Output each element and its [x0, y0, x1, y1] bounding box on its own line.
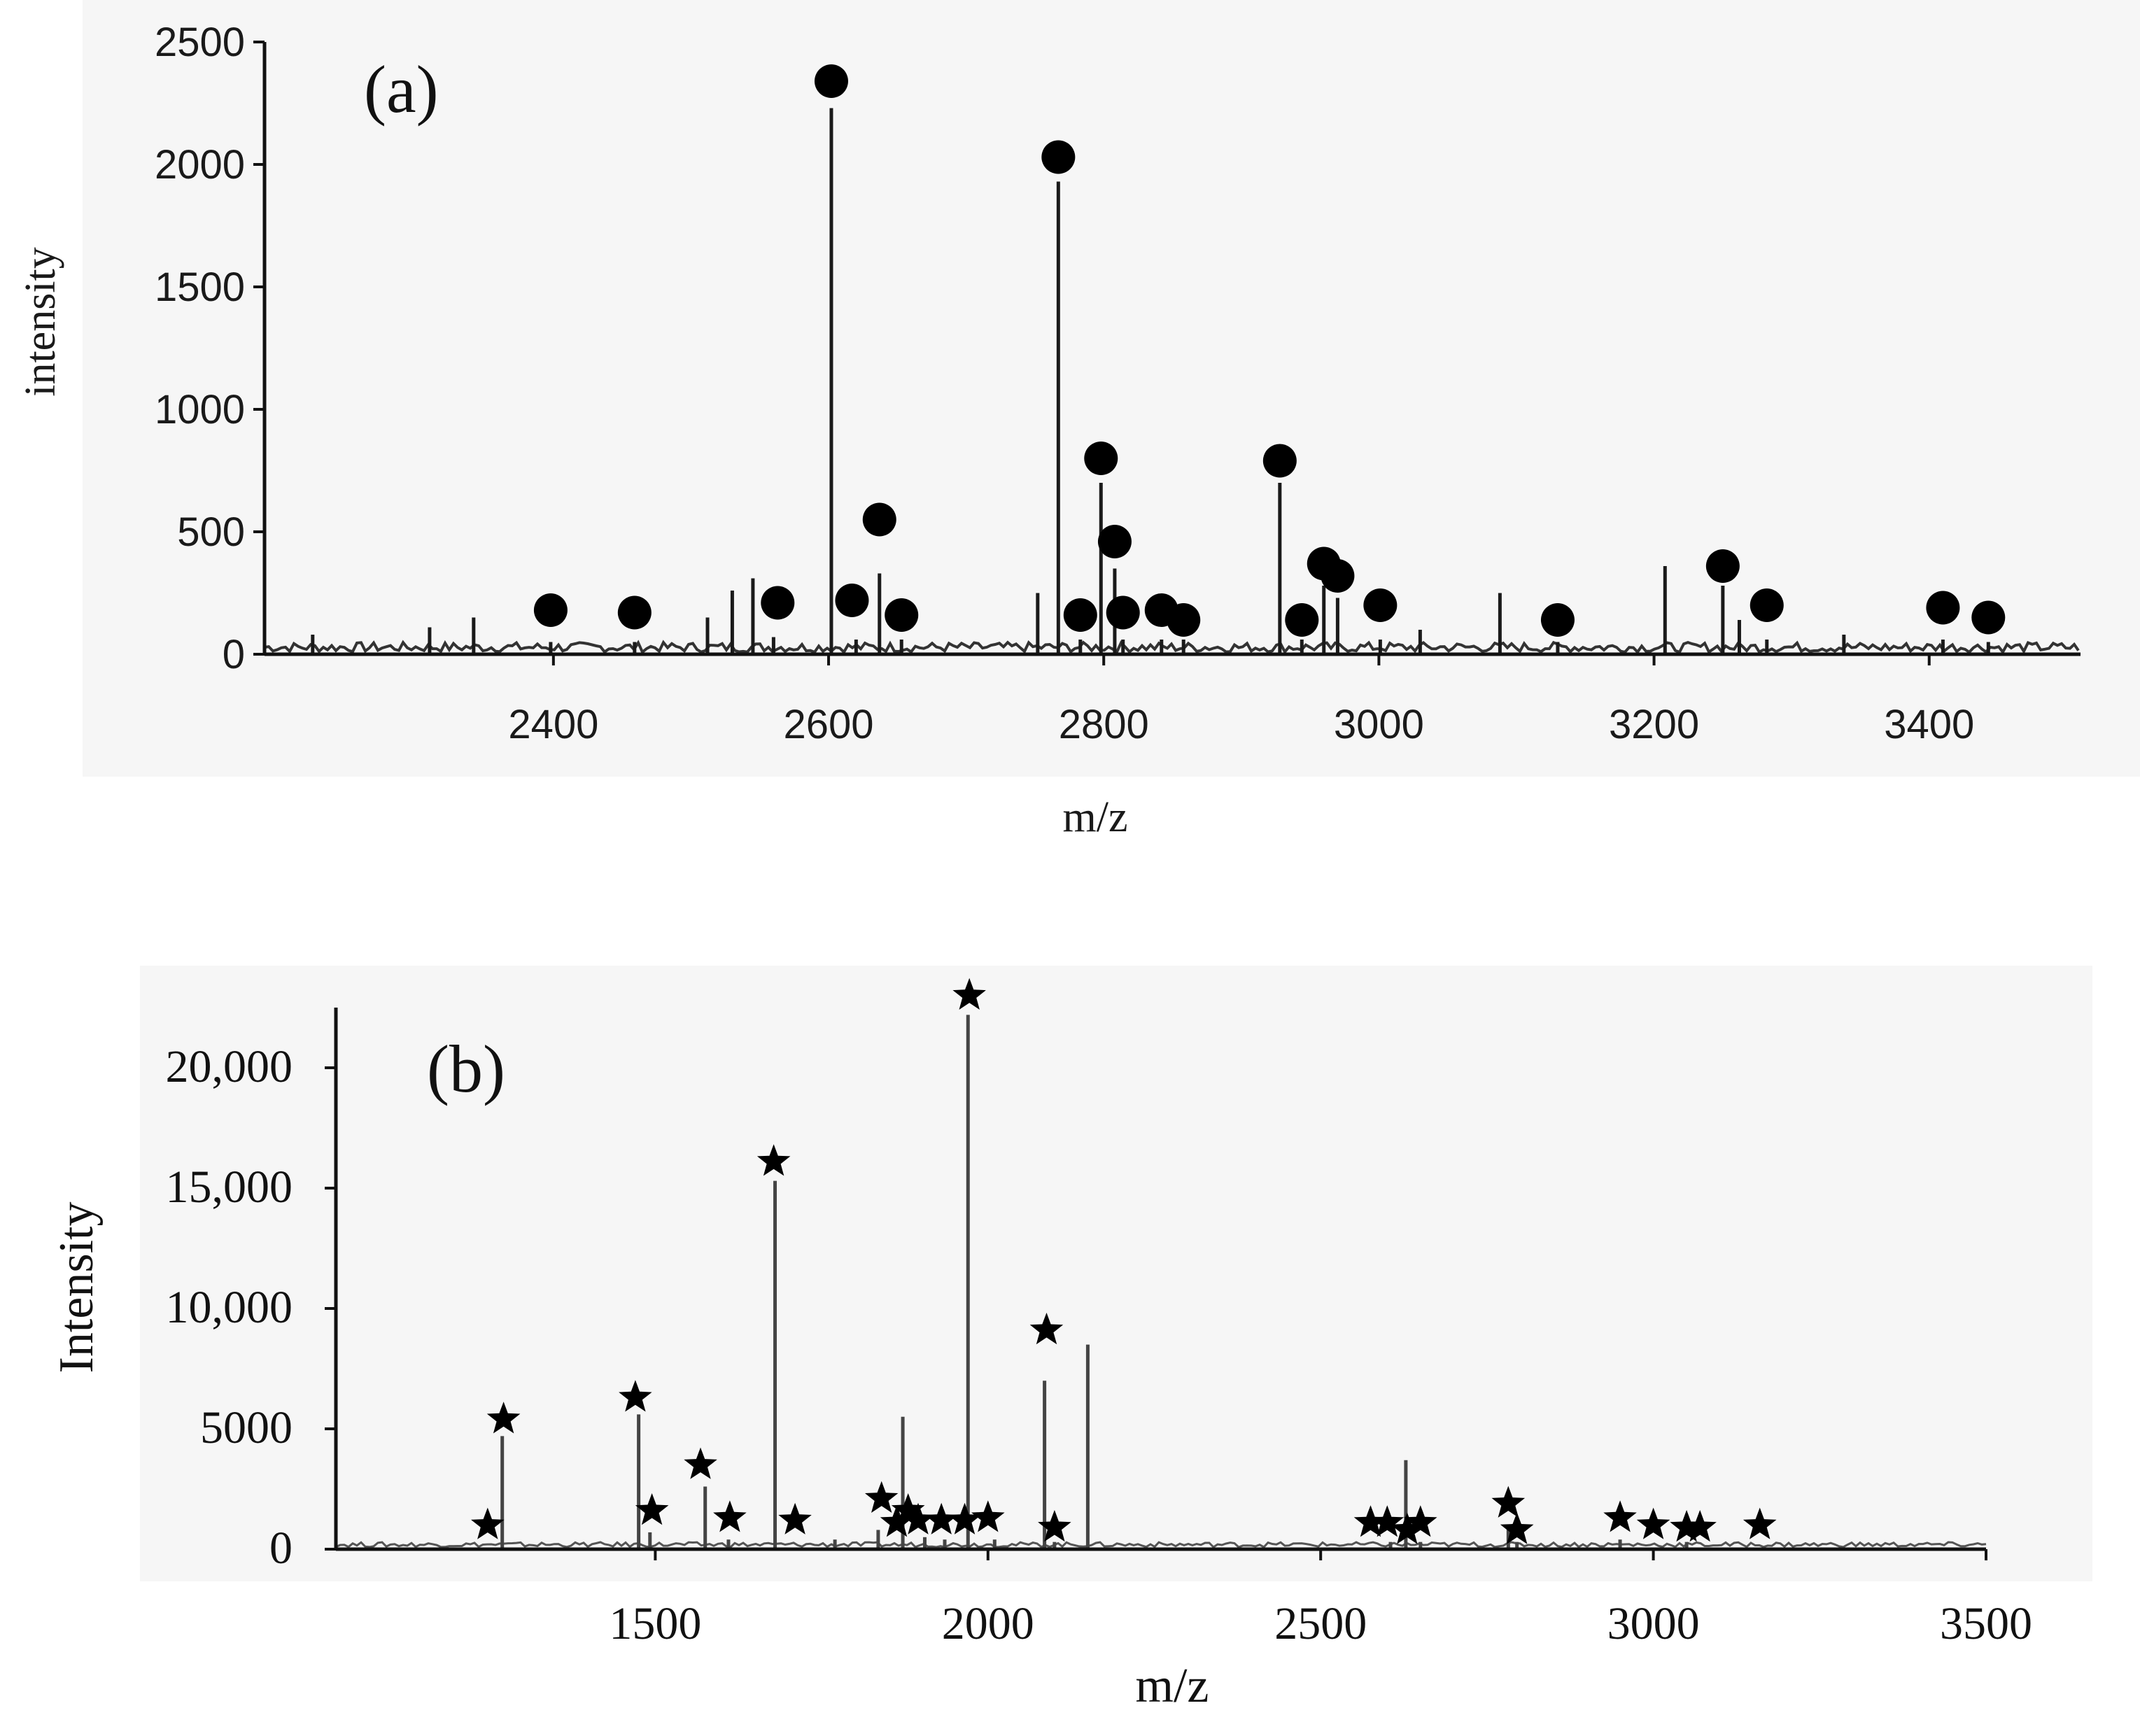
- panel-b-y-tick-label: 10,000: [166, 1282, 293, 1333]
- panel-a-circle-marker: [533, 593, 568, 627]
- panel-b-star-marker: [471, 1507, 505, 1539]
- panel-a-y-tick-label: 2000: [155, 142, 245, 188]
- panel-a-circle-marker: [1041, 140, 1076, 174]
- panel-b-star-marker: [684, 1447, 717, 1479]
- panel-a-y-ticks: 0 500 1000 1500 2000 2500: [155, 20, 265, 677]
- panel-a-noise-baseline: [263, 640, 2080, 655]
- panel-a-y-axis-title: intensity: [17, 247, 64, 397]
- panel-a-chart: 2400 2600 2800 3000 3200 3400 0 500 1000 1500 200…: [17, 0, 2140, 841]
- panel-b-x-tick-label: 1500: [609, 1598, 701, 1649]
- panel-b-label: (b): [427, 1031, 505, 1106]
- panel-a-circle-marker: [835, 584, 869, 617]
- panel-a-x-ticks: 2400 2600 2800 3000 3200 3400: [508, 654, 1974, 747]
- panel-a-circle-marker: [1971, 600, 2006, 635]
- panel-b-star-marker: [901, 1502, 935, 1534]
- panel-b-y-ticks: 0 5000 10,000 15,000 20,000: [166, 1041, 336, 1574]
- panel-b-star-marker: [971, 1500, 1005, 1532]
- panel-b-star-marker: [1029, 1313, 1064, 1345]
- panel-a-label: (a): [364, 52, 439, 127]
- panel-b-y-tick-label: 15,000: [166, 1162, 293, 1213]
- panel-b-star-marker: [1370, 1505, 1405, 1537]
- panel-a-x-tick-label: 2600: [784, 702, 874, 747]
- panel-b-y-tick-label: 0: [269, 1523, 293, 1574]
- panel-b-star-marker: [1038, 1510, 1071, 1542]
- panel-b-star-marker: [635, 1493, 669, 1525]
- panel-b-star-marker: [952, 978, 986, 1010]
- panel-b-star-marker: [778, 1502, 812, 1534]
- panel-b-star-marker: [1500, 1512, 1534, 1544]
- panel-b-star-marker: [619, 1380, 652, 1412]
- panel-b-star-marker: [1491, 1486, 1526, 1518]
- panel-a-y-tick-label: 0: [223, 632, 245, 677]
- panel-b-y-tick-label: 20,000: [166, 1041, 293, 1092]
- panel-b-star-marker: [1683, 1510, 1717, 1542]
- panel-b-x-ticks: 1500 2000 2500 3000 3500: [609, 1549, 2032, 1649]
- panel-a-circle-marker: [1063, 598, 1097, 632]
- panel-a-peaks: [311, 108, 1990, 654]
- panel-b-star-marker: [864, 1481, 899, 1513]
- panel-b-x-tick-label: 3500: [1940, 1598, 2032, 1649]
- panel-b-y-tick-label: 5000: [200, 1402, 293, 1453]
- panel-b-x-tick-label: 2000: [942, 1598, 1034, 1649]
- panel-a-y-tick-label: 2500: [155, 20, 245, 65]
- panel-a-x-tick-label: 3000: [1334, 702, 1424, 747]
- panel-a-circle-marker: [814, 64, 848, 98]
- panel-a-x-tick-label: 2800: [1059, 702, 1149, 747]
- panel-b-star-marker: [756, 1144, 791, 1176]
- panel-a-x-tick-label: 3200: [1609, 702, 1699, 747]
- panel-a-circle-marker: [885, 598, 919, 632]
- panel-a-circle-marker: [1097, 525, 1132, 558]
- panel-b-star-marker: [1603, 1500, 1637, 1532]
- panel-b-x-tick-label: 2500: [1274, 1598, 1367, 1649]
- panel-a-circle-marker: [1321, 559, 1355, 593]
- panel-a-x-tick-label: 3400: [1884, 702, 1974, 747]
- panel-b-chart: 1500 2000 2500 3000 3500 0 5000 10,000 15,000 20…: [50, 966, 2092, 1713]
- panel-a-peak-markers: [533, 64, 2006, 637]
- panel-a-circle-marker: [1926, 591, 1960, 625]
- panel-b-y-axis-title: Intensity: [50, 1202, 104, 1374]
- panel-a-circle-marker: [1363, 588, 1398, 622]
- panel-b-star-marker: [891, 1493, 925, 1525]
- panel-a-circle-marker: [1750, 588, 1784, 622]
- panel-a-y-tick-label: 1000: [155, 387, 245, 432]
- panel-b-star-marker: [880, 1505, 914, 1537]
- panel-b-peak-markers: [471, 978, 1777, 1544]
- panel-b-star-marker: [1391, 1512, 1424, 1544]
- panel-b-star-marker: [1353, 1505, 1388, 1537]
- panel-b-star-marker: [486, 1402, 521, 1434]
- panel-a-x-axis-title: m/z: [1063, 793, 1128, 841]
- panel-a-circle-marker: [1285, 603, 1319, 637]
- panel-b-background: [140, 966, 2092, 1581]
- panel-a-circle-marker: [761, 586, 795, 620]
- panel-a-baseline-noise: [263, 640, 2080, 655]
- panel-a-circle-marker: [1540, 603, 1575, 637]
- panel-a-circle-marker: [1705, 549, 1740, 583]
- panel-a-circle-marker: [1262, 444, 1297, 478]
- panel-a-y-tick-label: 500: [177, 509, 245, 555]
- panel-a-circle-marker: [617, 595, 652, 630]
- panel-a-x-tick-label: 2400: [508, 702, 598, 747]
- panel-a-y-tick-label: 1500: [155, 264, 245, 310]
- panel-b-star-marker: [1404, 1505, 1437, 1537]
- panel-b-star-marker: [713, 1500, 747, 1532]
- panel-b-star-marker: [1670, 1510, 1703, 1542]
- panel-b-star-marker: [948, 1502, 982, 1534]
- panel-a-circle-marker: [1167, 603, 1201, 637]
- panel-b-x-axis-title: m/z: [1136, 1659, 1209, 1713]
- panel-b-x-tick-label: 3000: [1607, 1598, 1700, 1649]
- panel-a-circle-marker: [862, 502, 896, 537]
- panel-b-baseline-noise: [335, 1541, 1987, 1549]
- panel-a-circle-marker: [1106, 595, 1140, 630]
- panel-b-star-marker: [1743, 1507, 1777, 1539]
- panel-b-star-marker: [924, 1502, 958, 1534]
- panel-b-noise-baseline: [335, 1541, 1987, 1549]
- panel-a-circle-marker: [1084, 442, 1118, 475]
- panel-b-star-marker: [1636, 1507, 1670, 1539]
